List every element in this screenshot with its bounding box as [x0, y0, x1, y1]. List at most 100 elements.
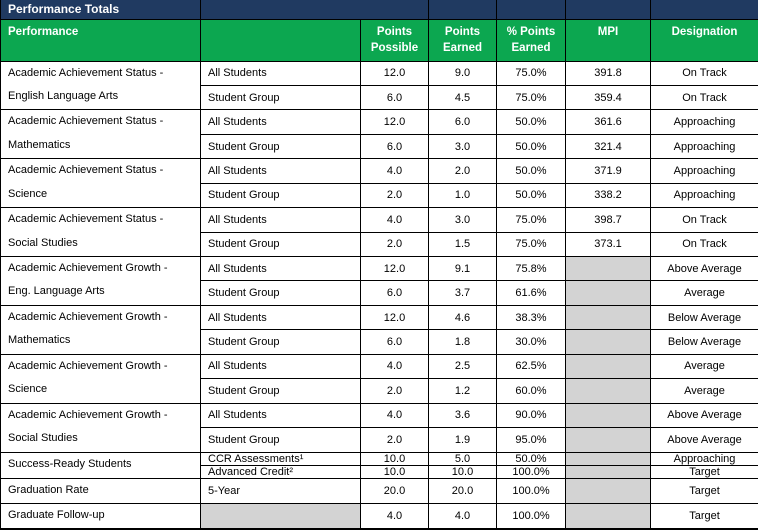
pct-points-earned-cell: 75.0%	[496, 231, 566, 258]
performance-category-cell: Graduate Follow-up	[0, 503, 201, 530]
points-possible-cell: 10.0	[360, 464, 429, 480]
performance-category-cell: Success-Ready Students	[0, 451, 201, 480]
header-mpi: MPI	[565, 18, 651, 62]
designation-cell: Approaching	[650, 182, 758, 209]
table-row: Student Group 6.0 3.0 50.0% 321.4 Approaching	[1, 133, 758, 160]
pct-points-earned-cell: 90.0%	[496, 402, 566, 429]
mpi-cell	[565, 464, 651, 480]
designation-cell: Average	[650, 280, 758, 306]
pct-points-earned-cell: 50.0%	[496, 182, 566, 209]
header-points-possible: Points Possible	[360, 18, 429, 62]
performance-category-cell: Academic Achievement Status - Science	[0, 158, 201, 209]
points-earned-cell: 20.0	[428, 478, 497, 504]
points-possible-cell: 2.0	[360, 427, 429, 453]
table-row: Academic Achievement Status - Social Stu…	[0, 207, 758, 257]
pct-points-earned-cell: 100.0%	[496, 478, 566, 504]
table-row: Success-Ready Students CCR Assessments¹ 10…	[0, 451, 758, 480]
pct-points-earned-cell: 75.8%	[496, 255, 566, 282]
points-earned-cell: 10.0	[428, 464, 497, 480]
table-row: Graduate Follow-up 4.0 4.0 100.0% Target	[0, 503, 758, 530]
pct-points-earned-cell: 61.6%	[496, 280, 566, 306]
points-possible-cell: 4.0	[360, 353, 429, 380]
points-possible-cell: 12.0	[360, 60, 429, 86]
subgroup-cell: All Students	[200, 60, 361, 86]
pct-points-earned-cell: 100.0%	[496, 464, 566, 480]
designation-cell: Target	[650, 503, 758, 530]
designation-cell: Approaching	[650, 451, 758, 466]
mpi-cell: 359.4	[565, 84, 651, 111]
table-row: Student Group 2.0 1.5 75.0% 373.1 On Track	[1, 231, 758, 258]
points-possible-cell: 6.0	[360, 329, 429, 355]
performance-category-cell: Academic Achievement Growth - Social Stu…	[0, 402, 201, 453]
points-possible-cell: 4.0	[360, 402, 429, 429]
performance-category-cell: Academic Achievement Growth - Science	[0, 353, 201, 404]
report-title-row: Performance Totals	[0, 0, 758, 20]
subgroup-cell: All Students	[200, 402, 361, 429]
points-possible-cell: 12.0	[360, 304, 429, 331]
pct-points-earned-cell: 75.0%	[496, 60, 566, 86]
designation-cell: Approaching	[650, 133, 758, 160]
designation-cell: Target	[650, 464, 758, 480]
subgroup-cell: 5-Year	[200, 478, 361, 504]
header-subgroup	[200, 18, 361, 62]
pct-points-earned-cell: 100.0%	[496, 503, 566, 530]
points-earned-cell: 9.0	[428, 60, 497, 86]
mpi-cell	[565, 280, 651, 306]
pct-points-earned-cell: 75.0%	[496, 84, 566, 111]
performance-category-cell: Academic Achievement Status - Mathematic…	[0, 109, 201, 160]
mpi-cell	[565, 378, 651, 404]
performance-category-cell: Academic Achievement Status - English La…	[0, 60, 201, 111]
points-possible-cell: 2.0	[360, 182, 429, 209]
navy-spacer-cell	[428, 0, 497, 20]
pct-points-earned-cell: 50.0%	[496, 109, 566, 135]
subgroup-cell: Student Group	[200, 280, 361, 306]
designation-cell: Above Average	[650, 402, 758, 429]
pct-points-earned-cell: 50.0%	[496, 158, 566, 184]
pct-points-earned-cell: 50.0%	[496, 451, 566, 466]
table-row: Academic Achievement Status - Science All…	[0, 158, 758, 209]
subgroup-cell: All Students	[200, 255, 361, 282]
table-row: Student Group 2.0 1.0 50.0% 338.2 Approaching	[1, 182, 758, 209]
table-row: Academic Achievement Growth - Mathematic…	[0, 304, 758, 355]
pct-points-earned-cell: 60.0%	[496, 378, 566, 404]
subgroup-cell: Student Group	[200, 231, 361, 258]
table-row: Advanced Credit² 10.0 10.0 100.0% Target	[1, 464, 758, 480]
table-row: Academic Achievement Growth - Social Stu…	[0, 402, 758, 453]
subgroup-cell: Advanced Credit²	[200, 464, 361, 480]
points-earned-cell: 4.0	[428, 503, 497, 530]
subgroup-cell: All Students	[200, 304, 361, 331]
pct-points-earned-cell: 50.0%	[496, 133, 566, 160]
designation-cell: Target	[650, 478, 758, 504]
designation-cell: On Track	[650, 84, 758, 111]
points-earned-cell: 3.0	[428, 133, 497, 160]
pct-points-earned-cell: 38.3%	[496, 304, 566, 331]
mpi-cell	[565, 451, 651, 466]
subgroup-cell: Student Group	[200, 378, 361, 404]
designation-cell: On Track	[650, 60, 758, 86]
designation-cell: Average	[650, 378, 758, 404]
subgroup-cell: Student Group	[200, 329, 361, 355]
points-earned-cell: 1.8	[428, 329, 497, 355]
pct-points-earned-cell: 95.0%	[496, 427, 566, 453]
header-pct-points-earned: % Points Earned	[496, 18, 566, 62]
subgroup-cell: All Students	[200, 353, 361, 380]
performance-category-cell: Academic Achievement Growth - Mathematic…	[0, 304, 201, 355]
navy-spacer-cell	[496, 0, 566, 20]
mpi-cell	[565, 353, 651, 380]
points-earned-cell: 1.2	[428, 378, 497, 404]
mpi-cell	[565, 427, 651, 453]
table-body: Academic Achievement Status - English La…	[0, 60, 758, 530]
mpi-cell: 321.4	[565, 133, 651, 160]
designation-cell: Above Average	[650, 427, 758, 453]
performance-category-cell: Graduation Rate	[0, 478, 201, 504]
pct-points-earned-cell: 75.0%	[496, 207, 566, 233]
designation-cell: On Track	[650, 207, 758, 233]
points-earned-cell: 6.0	[428, 109, 497, 135]
points-possible-cell: 4.0	[360, 503, 429, 530]
points-earned-cell: 4.6	[428, 304, 497, 331]
points-possible-cell: 10.0	[360, 451, 429, 466]
subgroup-cell: Student Group	[200, 133, 361, 160]
header-points-earned: Points Earned	[428, 18, 497, 62]
points-earned-cell: 1.0	[428, 182, 497, 209]
